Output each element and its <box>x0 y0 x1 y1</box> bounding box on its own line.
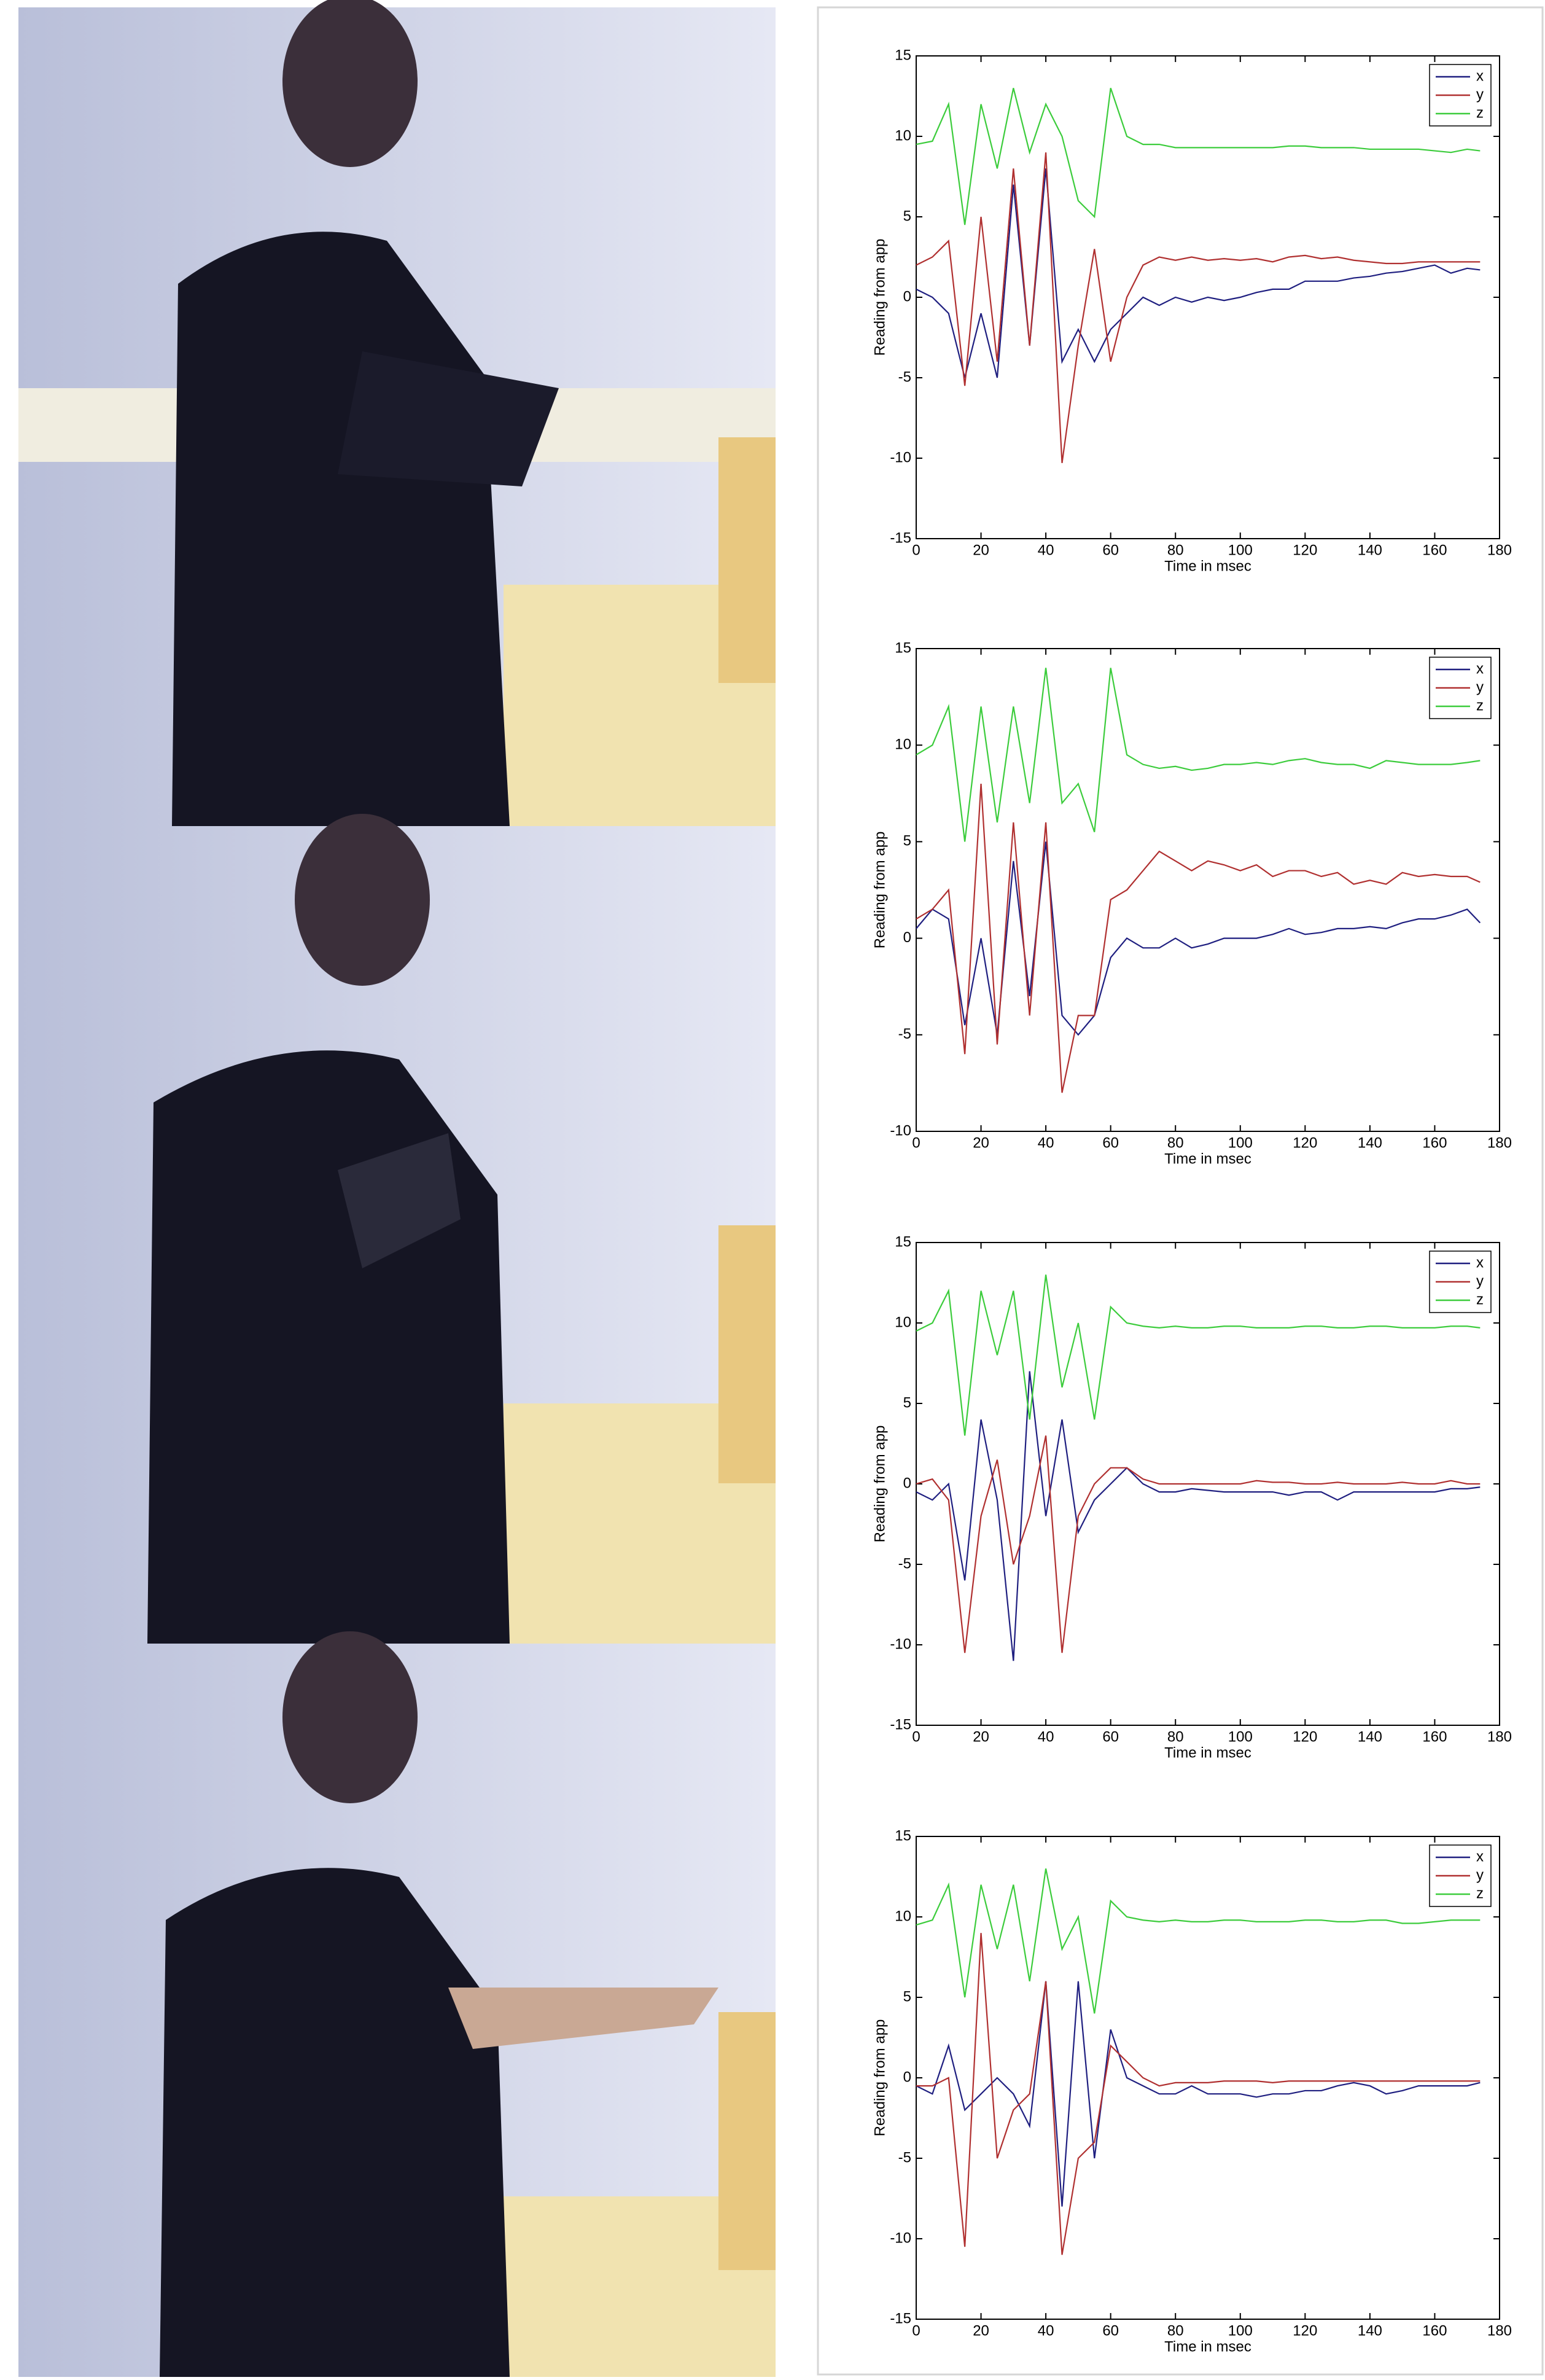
x-tick-label: 60 <box>1102 542 1119 558</box>
legend-label: x <box>1476 660 1484 677</box>
y-tick-label: 10 <box>895 127 911 144</box>
y-axis-label: Reading from app <box>871 239 888 356</box>
x-tick-label: 0 <box>912 2322 920 2339</box>
y-tick-label: 15 <box>895 1233 911 1250</box>
y-tick-label: -5 <box>898 1555 911 1572</box>
photo <box>18 1631 776 2377</box>
legend-label: x <box>1476 1848 1484 1865</box>
y-tick-label: -10 <box>890 449 911 466</box>
y-tick-label: -15 <box>890 2310 911 2327</box>
x-tick-label: 20 <box>973 542 989 558</box>
x-tick-label: 120 <box>1293 542 1317 558</box>
y-tick-label: -10 <box>890 2230 911 2246</box>
x-axis-label: Time in msec <box>1164 2338 1251 2355</box>
y-axis-label: Reading from app <box>871 1426 888 1543</box>
x-tick-label: 0 <box>912 1134 920 1151</box>
y-tick-label: -5 <box>898 369 911 385</box>
chart: 0 20 40 60 80 100 120 140 160 180 -15 -10 -5 0 5 10 15 Ti… <box>871 47 1512 574</box>
y-tick-label: 10 <box>895 1908 911 1924</box>
x-axis-label: Time in msec <box>1164 558 1251 574</box>
legend-label: z <box>1476 104 1484 121</box>
x-tick-label: 100 <box>1228 1134 1253 1151</box>
x-tick-label: 80 <box>1167 1134 1184 1151</box>
x-tick-label: 160 <box>1422 1728 1447 1745</box>
x-tick-label: 160 <box>1422 542 1447 558</box>
x-tick-label: 180 <box>1487 2322 1512 2339</box>
y-tick-label: 15 <box>895 639 911 656</box>
x-tick-label: 160 <box>1422 2322 1447 2339</box>
y-tick-label: 15 <box>895 47 911 63</box>
x-tick-label: 40 <box>1038 1728 1054 1745</box>
y-tick-label: 0 <box>903 929 911 946</box>
x-tick-label: 20 <box>973 2322 989 2339</box>
x-tick-label: 180 <box>1487 542 1512 558</box>
y-tick-label: -5 <box>898 2149 911 2166</box>
y-tick-label: -10 <box>890 1636 911 1652</box>
plot-area <box>916 649 1500 1131</box>
figure: 020406080100120140160180-15-10-5051015Ti… <box>0 0 1545 2377</box>
photo <box>18 0 776 826</box>
y-tick-label: 0 <box>903 2069 911 2085</box>
photo-column <box>18 0 776 2377</box>
y-axis-label: Reading from app <box>871 2019 888 2137</box>
x-tick-label: 80 <box>1167 1728 1184 1745</box>
x-tick-label: 160 <box>1422 1134 1447 1151</box>
x-tick-label: 0 <box>912 1728 920 1745</box>
legend-label: y <box>1476 1273 1484 1289</box>
legend-label: x <box>1476 68 1484 84</box>
chart: 0 20 40 60 80 100 120 140 160 180 -10 -5 0 5 10 15 Time … <box>871 639 1512 1167</box>
x-tick-label: 60 <box>1102 1728 1119 1745</box>
x-tick-label: 180 <box>1487 1134 1512 1151</box>
x-tick-label: 40 <box>1038 2322 1054 2339</box>
x-tick-label: 120 <box>1293 1134 1317 1151</box>
y-tick-label: 0 <box>903 1475 911 1491</box>
x-tick-label: 140 <box>1358 1728 1382 1745</box>
y-tick-label: 0 <box>903 288 911 305</box>
x-tick-label: 100 <box>1228 1728 1253 1745</box>
page: {"chart_data": [ {"type": "line", "x": [… <box>0 0 1545 2377</box>
y-tick-label: -15 <box>890 529 911 546</box>
x-tick-label: 120 <box>1293 1728 1317 1745</box>
x-tick-label: 20 <box>973 1728 989 1745</box>
photo <box>18 814 776 1644</box>
y-tick-label: 10 <box>895 736 911 753</box>
x-tick-label: 0 <box>912 542 920 558</box>
y-axis-label: Reading from app <box>871 832 888 949</box>
plot-area <box>916 1836 1500 2319</box>
x-tick-label: 140 <box>1358 2322 1382 2339</box>
y-tick-label: 5 <box>903 833 911 849</box>
legend-label: y <box>1476 86 1484 103</box>
x-tick-label: 60 <box>1102 2322 1119 2339</box>
x-tick-label: 20 <box>973 1134 989 1151</box>
x-axis-label: Time in msec <box>1164 1150 1251 1167</box>
x-axis-label: Time in msec <box>1164 1744 1251 1761</box>
y-tick-label: 10 <box>895 1314 911 1330</box>
legend-label: y <box>1476 1867 1484 1883</box>
y-tick-label: -5 <box>898 1026 911 1042</box>
x-tick-label: 120 <box>1293 2322 1317 2339</box>
x-tick-label: 40 <box>1038 1134 1054 1151</box>
y-tick-label: -10 <box>890 1122 911 1139</box>
x-tick-label: 180 <box>1487 1728 1512 1745</box>
x-tick-label: 100 <box>1228 2322 1253 2339</box>
x-tick-label: 60 <box>1102 1134 1119 1151</box>
y-tick-label: -15 <box>890 1716 911 1733</box>
x-tick-label: 140 <box>1358 542 1382 558</box>
legend-label: z <box>1476 1291 1484 1308</box>
x-tick-label: 100 <box>1228 542 1253 558</box>
chart: 0 20 40 60 80 100 120 140 160 180 -15 -10 -5 0 5 10 15 Ti… <box>871 1233 1512 1761</box>
y-tick-label: 5 <box>903 1988 911 2005</box>
x-tick-label: 140 <box>1358 1134 1382 1151</box>
x-tick-label: 80 <box>1167 2322 1184 2339</box>
legend-label: z <box>1476 1885 1484 1902</box>
legend-label: x <box>1476 1254 1484 1271</box>
x-tick-label: 80 <box>1167 542 1184 558</box>
y-tick-label: 5 <box>903 208 911 224</box>
y-tick-label: 5 <box>903 1394 911 1411</box>
legend-label: z <box>1476 697 1484 714</box>
x-tick-label: 40 <box>1038 542 1054 558</box>
y-tick-label: 15 <box>895 1827 911 1844</box>
chart: 0 20 40 60 80 100 120 140 160 180 -15 -10 -5 0 5 10 15 Ti… <box>871 1827 1512 2355</box>
legend-label: y <box>1476 679 1484 695</box>
